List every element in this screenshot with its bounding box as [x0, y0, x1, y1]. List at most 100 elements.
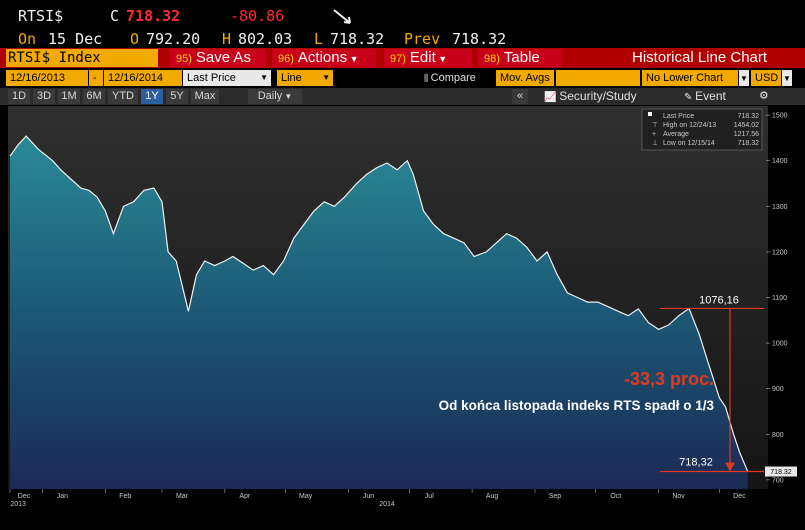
period-max[interactable]: Max — [191, 89, 219, 104]
compare-button[interactable]: ⫼ Compare — [424, 70, 476, 86]
period-6m[interactable]: 6M — [83, 89, 105, 104]
style-select-value: Line — [281, 72, 302, 84]
x-tick-label: Feb — [119, 493, 131, 500]
save-as-label: Save As — [195, 49, 251, 66]
lower-chart-value: No Lower Chart — [646, 72, 724, 84]
x-tick-label: Jan — [57, 493, 68, 500]
compare-label: Compare — [430, 72, 476, 84]
price-area — [10, 136, 748, 489]
on-label: On — [18, 30, 37, 48]
y-tick-label: 1100 — [772, 295, 787, 302]
field-select-caret-icon: ▼ — [260, 73, 268, 82]
field-select[interactable]: Last Price ▼ — [183, 70, 271, 86]
x-tick-label: Sep — [549, 493, 562, 500]
legend-last-label: Last Price — [663, 113, 694, 120]
collapse-icon: « — [516, 90, 524, 102]
table-label: Table — [503, 49, 540, 66]
style-select-caret-icon: ▼ — [322, 73, 330, 82]
y-tick-label: 1500 — [772, 113, 788, 120]
legend-low-label: Low on 12/15/14 — [663, 140, 715, 147]
low-label: L — [314, 30, 324, 48]
actions-caret-icon: ▼ — [347, 54, 359, 64]
x-tick-label: Oct — [610, 493, 621, 500]
frequency-select[interactable]: Daily ▼ — [248, 89, 302, 104]
period-3d[interactable]: 3D — [33, 89, 55, 104]
last-price-tag-text: 718.32 — [770, 469, 792, 476]
field-select-value: Last Price — [187, 72, 236, 84]
settings-gear-icon[interactable]: ⚙ — [760, 88, 768, 103]
x-year-label: 2014 — [379, 501, 395, 508]
currency-caret[interactable]: ▼ — [782, 70, 792, 86]
y-tick-label: 700 — [772, 477, 784, 484]
edit-num: 97) — [390, 53, 406, 65]
legend-average-label: Average — [663, 131, 689, 138]
actions-button[interactable]: 96) Actions ▼ — [272, 49, 376, 67]
drop-percent-label: -33,3 proc. — [624, 369, 714, 389]
legend-average-value: 1217.56 — [734, 131, 759, 138]
lower-chart-select[interactable]: No Lower Chart — [642, 70, 738, 86]
close-value: 718.32 — [126, 7, 181, 25]
security-study-button[interactable]: 📈 Security/Study — [544, 89, 637, 104]
mov-avgs-button[interactable]: Mov. Avgs — [496, 70, 554, 86]
legend-box: Last Price 718.32 ⊤ High on 12/24/13 145… — [641, 108, 763, 151]
y-tick-label: 1000 — [772, 341, 788, 348]
x-axis: Dec Jan Feb Mar Apr May Jun Jul Aug Sep Oct Nov Dec2… — [9, 489, 746, 508]
ticker-label: RTSI$ — [18, 7, 64, 25]
end-value-label: 718,32 — [679, 457, 713, 469]
peak-value-label: 1076,16 — [699, 294, 739, 306]
x-tick-label: Dec — [733, 493, 746, 500]
last-price-tag — [765, 466, 797, 477]
date-dash: - — [89, 70, 103, 86]
frequency-value: Daily — [257, 90, 283, 102]
frequency-caret-icon: ▼ — [282, 92, 293, 101]
y-tick-label: 1200 — [772, 249, 788, 256]
edit-label: Edit — [409, 49, 436, 66]
date-value: 15 Dec — [48, 30, 103, 48]
save-as-button[interactable]: 95) Save As — [170, 49, 266, 67]
period-ytd[interactable]: YTD — [108, 89, 138, 104]
close-label: C — [110, 7, 120, 25]
annotations: 1076,16 718,32 -33,3 proc. Od końca list… — [439, 294, 797, 477]
legend-last-swatch — [648, 112, 652, 116]
low-value: 718.32 — [330, 30, 385, 48]
legend-average-icon: + — [652, 131, 656, 138]
legend-low-value: 718.32 — [738, 140, 760, 147]
event-button[interactable]: ✎ Event — [684, 89, 726, 104]
save-as-num: 95) — [176, 53, 192, 65]
period-1d[interactable]: 1D — [8, 89, 30, 104]
start-date-field[interactable]: 12/16/2013 — [6, 70, 88, 86]
period-1y[interactable]: 1Y — [141, 89, 163, 104]
x-tick-label: Aug — [486, 493, 499, 500]
x-tick-label: May — [299, 493, 313, 500]
actions-num: 96) — [278, 53, 294, 65]
prev-label: Prev — [404, 30, 441, 48]
y-tick-label: 1300 — [772, 204, 788, 211]
end-date-field[interactable]: 12/16/2014 — [104, 70, 182, 86]
period-5y[interactable]: 5Y — [166, 89, 188, 104]
open-value: 792.20 — [146, 30, 201, 48]
edit-button[interactable]: 97) Edit ▼ — [384, 49, 472, 67]
price-line — [9, 135, 749, 472]
price-chart: 700 800 900 1000 1100 1200 1300 1400 1500 Dec Jan… — [8, 106, 797, 508]
legend-high-value: 1454.02 — [734, 122, 759, 129]
lower-chart-caret[interactable]: ▼ — [739, 70, 749, 86]
table-button[interactable]: 98) Table — [478, 49, 562, 67]
edit-caret-icon: ▼ — [435, 54, 448, 64]
y-tick-label: 1400 — [772, 158, 788, 165]
event-label: Event — [695, 89, 726, 103]
table-num: 98) — [484, 53, 500, 65]
collapse-button[interactable]: « — [512, 89, 528, 104]
caption-label: Od końca listopada indeks RTS spadł o 1/… — [439, 398, 715, 413]
security-study-icon: 📈 — [544, 92, 560, 103]
ticker-input[interactable]: RTSI$ Index — [6, 49, 158, 67]
x-tick-label: Jun — [363, 493, 374, 500]
currency-select[interactable]: USD — [751, 70, 781, 86]
style-select[interactable]: Line ▼ — [277, 70, 333, 86]
x-tick-label: Nov — [672, 493, 685, 500]
settings-empty-field — [556, 70, 640, 86]
y-axis: 700 800 900 1000 1100 1200 1300 1400 1500 — [766, 113, 788, 484]
lower-chart-caret-icon: ▼ — [740, 74, 748, 83]
actions-label: Actions — [297, 49, 348, 66]
period-1m[interactable]: 1M — [58, 89, 80, 104]
y-tick-label: 900 — [772, 386, 784, 393]
